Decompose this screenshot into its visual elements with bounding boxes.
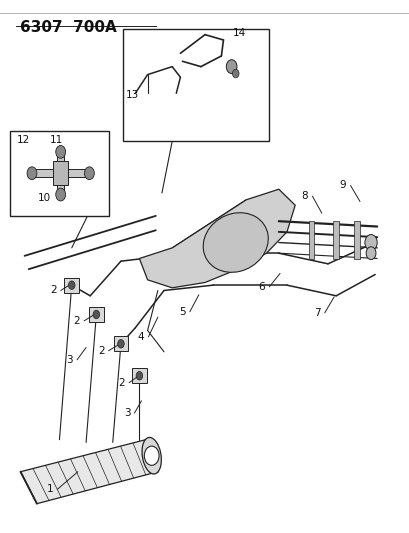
Circle shape (364, 235, 376, 251)
Text: 8: 8 (301, 191, 308, 201)
Text: 4: 4 (137, 332, 144, 342)
Text: 3: 3 (66, 355, 73, 365)
Text: 2: 2 (50, 286, 56, 295)
Text: 9: 9 (339, 181, 346, 190)
Circle shape (136, 372, 142, 380)
Circle shape (365, 247, 375, 260)
Circle shape (27, 167, 37, 180)
Bar (57, 152, 64, 195)
Text: 6307  700A: 6307 700A (20, 20, 117, 35)
Bar (132, 368, 146, 383)
Text: 2: 2 (118, 378, 125, 387)
Circle shape (84, 167, 94, 180)
Circle shape (144, 446, 159, 465)
Text: 1: 1 (47, 484, 53, 494)
Polygon shape (20, 440, 157, 504)
Bar (10, 131, 108, 216)
Bar (53, 161, 68, 185)
Circle shape (68, 281, 75, 289)
Bar (113, 336, 128, 351)
Circle shape (56, 146, 65, 158)
Text: 6: 6 (258, 282, 265, 292)
Bar (64, 278, 79, 293)
Circle shape (232, 69, 238, 78)
Circle shape (117, 340, 124, 348)
Bar (333, 221, 338, 259)
Text: 2: 2 (73, 316, 80, 326)
Bar (32, 169, 89, 177)
Bar (123, 29, 268, 141)
Text: 10: 10 (38, 193, 51, 203)
Text: 11: 11 (50, 135, 63, 145)
Text: 7: 7 (313, 308, 320, 318)
Bar (353, 221, 359, 259)
Circle shape (226, 60, 236, 74)
Bar (89, 307, 103, 322)
Circle shape (93, 310, 99, 319)
Text: 12: 12 (17, 135, 30, 145)
Bar (308, 221, 314, 259)
Ellipse shape (203, 213, 267, 272)
Text: 2: 2 (98, 346, 104, 356)
Circle shape (56, 188, 65, 201)
Text: 13: 13 (126, 90, 139, 100)
Text: 14: 14 (233, 28, 246, 38)
Text: 3: 3 (124, 408, 130, 418)
Polygon shape (139, 189, 294, 288)
Ellipse shape (142, 438, 161, 474)
Text: 5: 5 (179, 307, 185, 317)
